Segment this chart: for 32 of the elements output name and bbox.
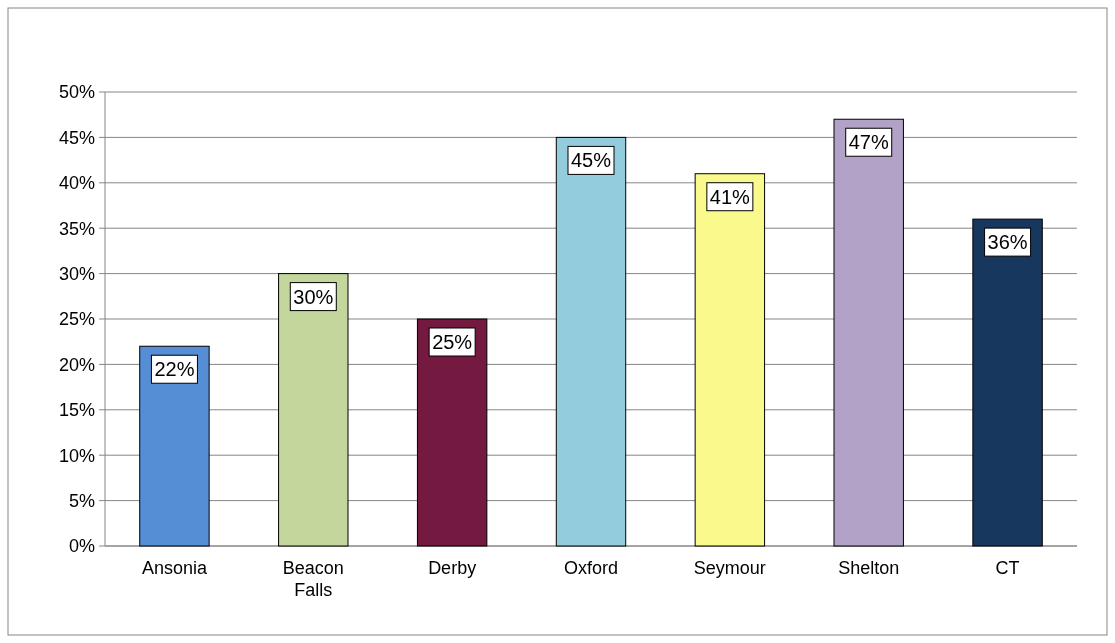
- data-label: 41%: [709, 185, 751, 208]
- y-tick-label: 25%: [58, 309, 95, 330]
- x-tick-label: Beacon Falls: [282, 558, 344, 600]
- bar: [139, 345, 210, 547]
- bar: [972, 218, 1043, 547]
- data-label: 30%: [293, 285, 334, 308]
- data-label: 47%: [848, 131, 889, 154]
- y-tick-label: 30%: [58, 263, 95, 284]
- y-tick-label: 5%: [68, 490, 95, 511]
- bar: [555, 136, 627, 547]
- x-tick-label: Seymour: [693, 558, 766, 578]
- x-tick-label: Shelton: [838, 558, 900, 578]
- x-tick-label: CT: [995, 558, 1020, 578]
- y-tick-label: 0%: [68, 536, 95, 557]
- data-label: 25%: [432, 331, 473, 353]
- bar: [416, 318, 488, 547]
- y-tick-label: 40%: [58, 173, 95, 194]
- x-tick-label: Derby: [428, 558, 477, 578]
- bar: [694, 173, 766, 547]
- y-tick-label: 10%: [58, 445, 95, 466]
- bar: [833, 118, 904, 547]
- bar: [278, 273, 349, 547]
- y-tick-label: 15%: [58, 400, 95, 421]
- y-tick-label: 20%: [58, 354, 95, 375]
- y-tick-label: 50%: [58, 82, 95, 103]
- data-label: 36%: [987, 231, 1028, 254]
- data-label: 22%: [154, 358, 195, 381]
- y-tick-label: 35%: [58, 218, 95, 239]
- x-tick-label: Ansonia: [141, 558, 208, 578]
- data-label: 45%: [570, 149, 612, 172]
- x-tick-label: Oxford: [563, 558, 619, 578]
- y-tick-label: 45%: [58, 127, 95, 148]
